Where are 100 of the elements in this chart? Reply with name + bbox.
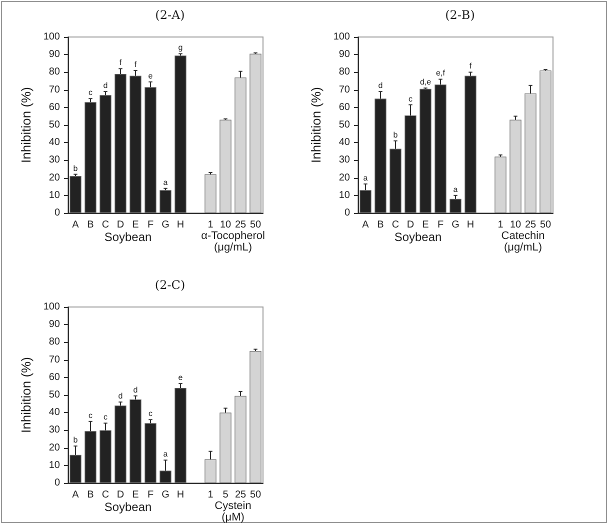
x-axis-title: Soybean <box>394 230 442 244</box>
annotation: d <box>133 385 138 394</box>
y-tick-label: 40 <box>338 137 350 148</box>
x-tick-label: D <box>116 490 124 500</box>
y-axis-title: Inhibition (%) <box>18 357 34 433</box>
y-tick-label: 0 <box>54 478 60 488</box>
x-tick-label: A <box>362 220 370 230</box>
x-tick-label: C <box>392 220 400 230</box>
x-tick-label: 25 <box>234 490 246 500</box>
y-tick-label: 20 <box>338 172 350 184</box>
x-tick-label: 10 <box>220 220 232 230</box>
annotation: a <box>453 184 458 194</box>
y-tick-label: 80 <box>338 66 350 78</box>
annotation: f <box>134 60 138 69</box>
x-tick-label: E <box>132 490 140 500</box>
annotation: c <box>148 409 152 418</box>
y-tick-label: 70 <box>48 354 60 366</box>
x-tick-label: G <box>162 220 170 230</box>
chart-title: (2-B) <box>445 8 475 22</box>
x-tick-label: 25 <box>234 220 246 230</box>
annotation: a <box>163 178 168 187</box>
y-tick-label: 0 <box>344 208 350 218</box>
annotation: b <box>73 436 78 445</box>
y-tick-label: 60 <box>338 102 350 113</box>
x-tick-label: 1 <box>498 220 504 230</box>
x-tick-label: H <box>466 220 474 230</box>
x-tick-label: B <box>87 220 94 230</box>
y-tick-label: 30 <box>338 154 350 166</box>
x-tick-label: B <box>377 220 384 230</box>
x-tick-label: D <box>406 220 414 230</box>
annotation: b <box>73 164 78 173</box>
x-tick-label: B <box>87 490 94 500</box>
y-tick-label: 90 <box>48 319 60 330</box>
y-tick-label: 50 <box>48 390 60 400</box>
x-tick-label: H <box>176 490 184 500</box>
annotation: g <box>178 43 183 52</box>
annotation: d <box>378 81 383 90</box>
chart-title: (2-A) <box>155 8 185 22</box>
y-tick-label: 80 <box>48 66 60 78</box>
annotation: f <box>119 58 122 68</box>
y-tick-label: 30 <box>48 424 60 436</box>
y-tick-label: 70 <box>48 84 60 96</box>
y-tick-label: 60 <box>48 372 60 383</box>
y-tick-label: 20 <box>48 172 60 184</box>
text: Cystein (μM) <box>214 500 252 524</box>
x-tick-label: G <box>162 490 170 500</box>
annotation: c <box>88 88 92 98</box>
x-tick-label: C <box>102 220 110 230</box>
y-tick-label: 40 <box>48 137 60 148</box>
annotation: d <box>118 392 123 401</box>
x-tick-label: 1 <box>208 220 214 230</box>
annotation: c <box>408 94 412 104</box>
text: Catechin (μg/mL) <box>501 230 545 254</box>
annotation: e <box>148 71 154 80</box>
annotation: e <box>178 373 184 382</box>
x-tick-label: F <box>437 220 444 230</box>
x-tick-label: E <box>422 220 430 230</box>
x-tick-label: C <box>102 490 110 500</box>
y-tick-label: 20 <box>48 442 60 454</box>
y-tick-label: 100 <box>43 32 60 42</box>
annotation: c <box>88 410 92 420</box>
y-tick-label: 80 <box>48 336 60 348</box>
text: α-Tocopherol (μg/mL) <box>201 230 265 254</box>
annotation: f <box>469 62 472 71</box>
y-tick-label: 90 <box>338 49 350 60</box>
x-tick-label: H <box>176 220 184 230</box>
x-tick-label: A <box>72 490 80 500</box>
x-tick-label: G <box>452 220 460 230</box>
annotation: d <box>103 81 108 90</box>
y-tick-label: 70 <box>338 84 350 96</box>
x-tick-label: A <box>72 220 80 230</box>
annotation: a <box>163 450 168 459</box>
x-tick-label: F <box>147 220 154 230</box>
y-tick-label: 40 <box>48 407 60 418</box>
y-tick-label: 90 <box>48 49 60 60</box>
y-tick-label: 10 <box>338 190 350 201</box>
x-tick-label: 10 <box>510 220 522 230</box>
y-tick-label: 60 <box>48 102 60 113</box>
y-axis-title: Inhibition (%) <box>18 87 34 163</box>
annotation: d,e <box>420 78 432 87</box>
x-tick-label: D <box>116 220 124 230</box>
annotation: b <box>393 130 398 140</box>
y-tick-label: 0 <box>54 208 60 218</box>
y-tick-label: 100 <box>43 302 60 312</box>
x-tick-label: 50 <box>540 220 552 230</box>
x-tick-label: 1 <box>208 490 214 500</box>
x-tick-label: 50 <box>250 490 262 500</box>
chart-title: (2-C) <box>154 278 186 292</box>
x-tick-label: 5 <box>222 490 229 500</box>
x-tick-label: 50 <box>250 220 262 230</box>
annotation: c <box>104 412 108 422</box>
y-tick-label: 10 <box>48 190 60 201</box>
annotation: a <box>363 173 368 182</box>
y-axis-title: Inhibition (%) <box>308 87 324 163</box>
y-tick-label: 50 <box>338 120 350 130</box>
x-tick-label: F <box>147 490 154 500</box>
y-tick-label: 50 <box>48 120 60 130</box>
annotation: e,f <box>436 68 446 78</box>
y-tick-label: 30 <box>48 154 60 166</box>
x-tick-label: E <box>132 220 140 230</box>
